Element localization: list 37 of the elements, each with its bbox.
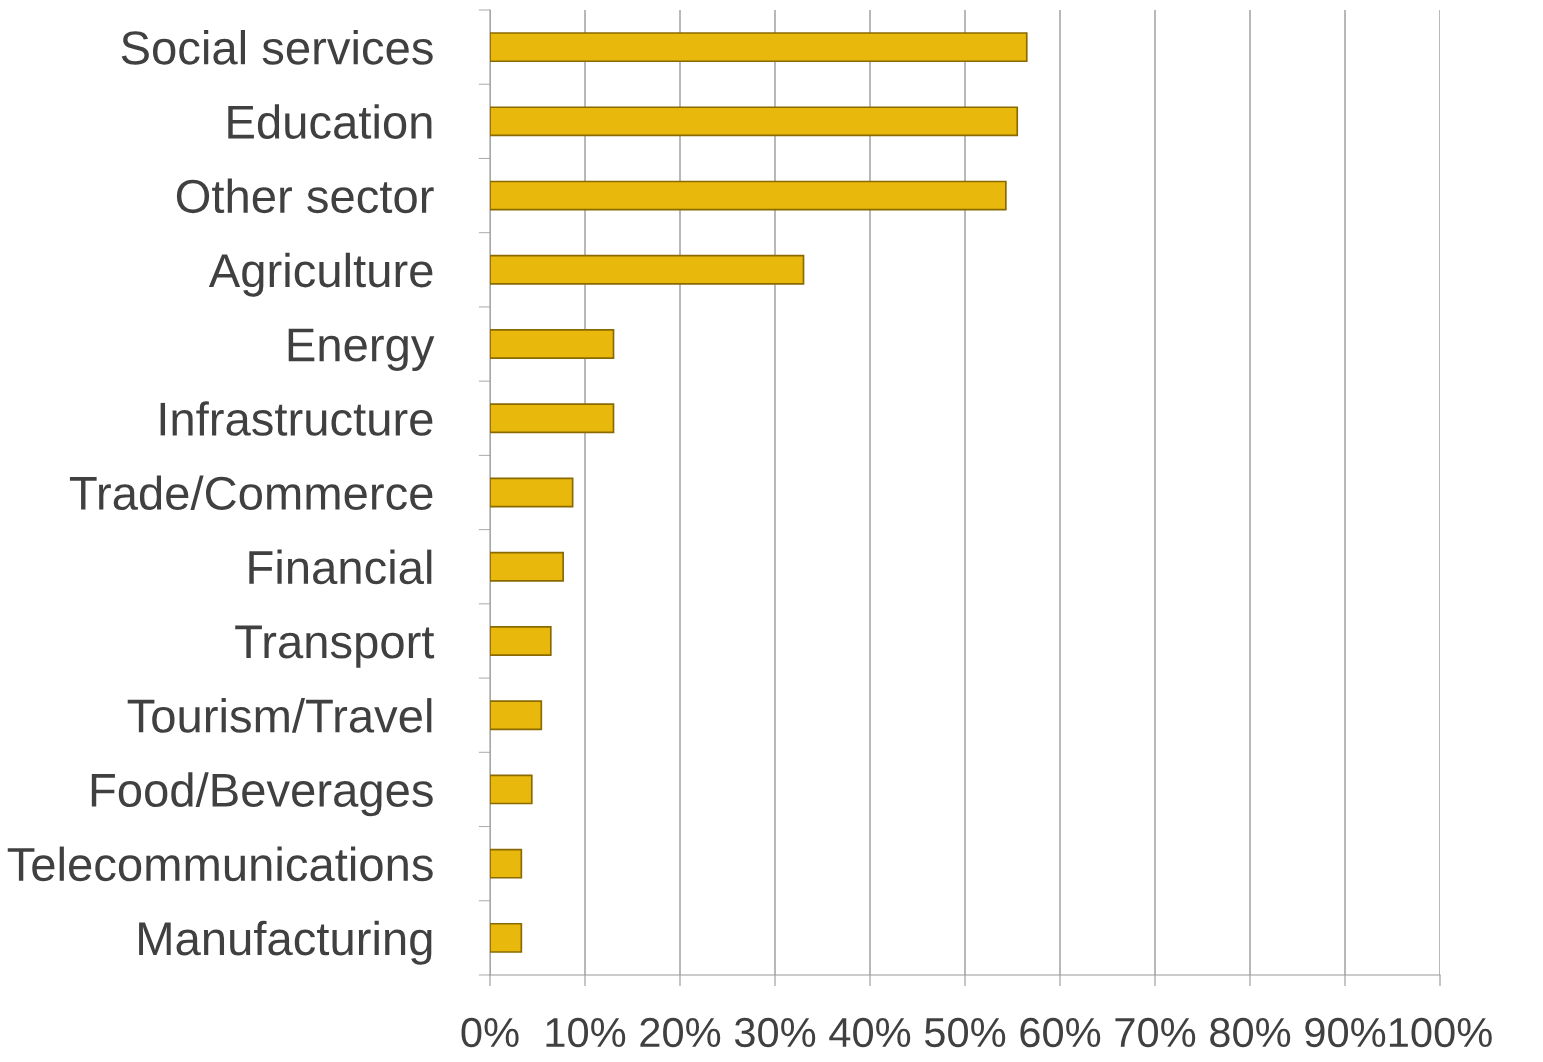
bar — [490, 477, 574, 508]
y-tick-label: Telecommunications — [7, 846, 433, 882]
y-tick-label: Financial — [249, 549, 432, 585]
y-tick-label: Infrastructure — [160, 401, 433, 436]
bar — [490, 700, 543, 731]
y-tick-label: Social services — [121, 30, 433, 65]
x-tick-label: 30% — [734, 1017, 816, 1048]
y-tick-label: Agriculture — [208, 252, 433, 297]
y-tick-label: Food/Beverages — [91, 772, 433, 817]
y-tick-label: Energy — [288, 328, 435, 371]
x-tick-label: 70% — [1115, 1017, 1196, 1048]
bar — [490, 403, 615, 434]
x-tick-label: 0% — [461, 1017, 519, 1048]
x-tick-label: 20% — [640, 1017, 721, 1048]
x-tick-label: 50% — [924, 1017, 1006, 1048]
y-tick-label: Education — [228, 104, 432, 139]
y-tick-label: Other sector — [176, 178, 434, 214]
x-tick-label: 80% — [1210, 1017, 1291, 1048]
bar — [490, 180, 1007, 211]
x-tick-label: 90% — [1305, 1017, 1386, 1048]
bar — [490, 32, 1028, 63]
bar — [490, 551, 564, 582]
y-tick-label: Tourism/Travel — [127, 698, 432, 733]
bar — [490, 329, 615, 359]
bar — [490, 106, 1019, 137]
bar — [490, 254, 805, 285]
x-tick-label: 60% — [1020, 1017, 1101, 1048]
x-tick-label: 40% — [829, 1017, 911, 1048]
bar — [490, 626, 552, 656]
bar — [490, 774, 533, 805]
x-tick-label: 100% — [1389, 1017, 1492, 1048]
x-tick-label: 10% — [546, 1017, 626, 1048]
y-tick-label: Trade/Commerce — [69, 475, 433, 511]
y-tick-label: Transport — [235, 625, 435, 668]
bar — [490, 922, 523, 953]
y-tick-label: Manufacturing — [139, 920, 432, 965]
bar — [490, 848, 523, 879]
